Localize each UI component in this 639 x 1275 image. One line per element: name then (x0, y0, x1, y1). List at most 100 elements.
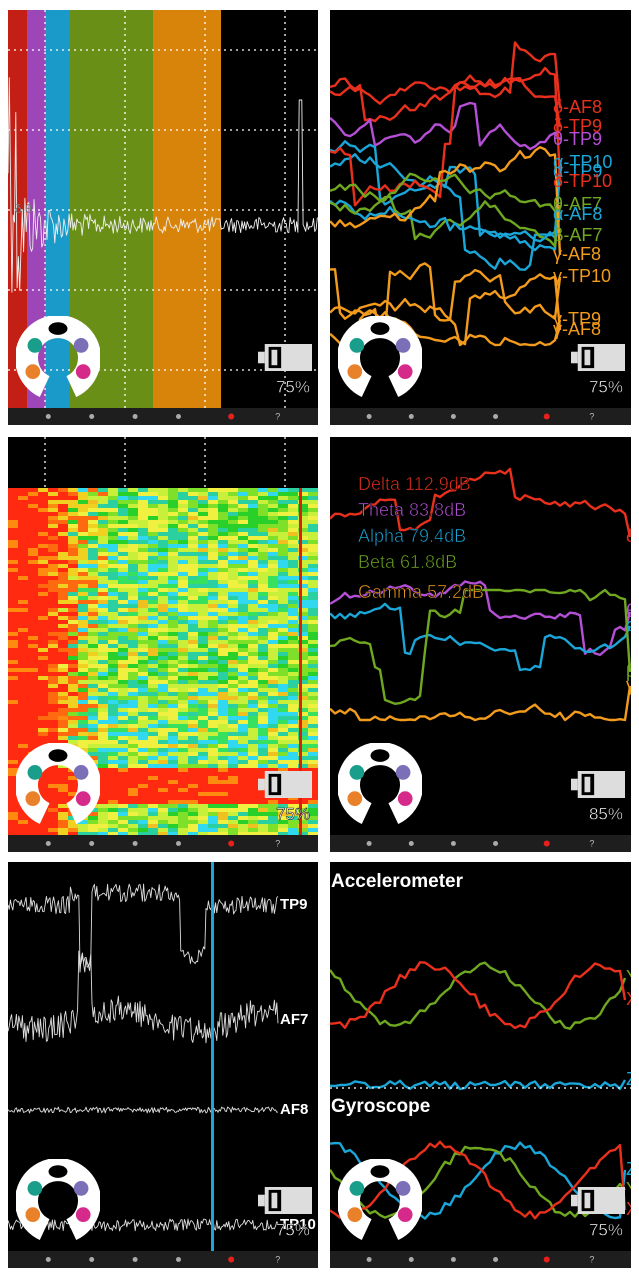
spectrogram-cell (28, 524, 38, 528)
spectrogram-cell (78, 564, 88, 568)
nav-icon[interactable] (89, 414, 94, 419)
nav-icon[interactable] (451, 414, 456, 419)
nav-icon[interactable] (409, 841, 414, 846)
nav-icon[interactable] (367, 1257, 372, 1262)
spectrogram-cell (178, 524, 188, 528)
axis-label: X (626, 1199, 638, 1219)
help-button[interactable]: ? (275, 1254, 280, 1264)
spectrogram-cell (278, 600, 288, 604)
spectrogram-cell (108, 568, 118, 572)
spectrogram-cell (188, 676, 198, 680)
nav-icon[interactable] (493, 841, 498, 846)
nav-icon[interactable] (176, 1257, 181, 1262)
nav-icon[interactable] (133, 1257, 138, 1262)
nav-icon[interactable] (409, 414, 414, 419)
spectrogram-cell (138, 664, 148, 668)
spectrogram-cell (228, 776, 238, 780)
spectrogram-cell (218, 744, 228, 748)
spectrogram-cell (88, 724, 98, 728)
nav-icon[interactable] (46, 841, 51, 846)
spectrogram-cell (258, 584, 268, 588)
spectrogram-cell (18, 528, 28, 532)
spectrogram-cell (48, 812, 58, 816)
spectrogram-cell (138, 732, 148, 736)
record-button[interactable] (544, 841, 550, 847)
spectrogram-cell (118, 668, 128, 672)
spectrogram-cell (88, 636, 98, 640)
nav-icon[interactable] (367, 414, 372, 419)
spectrogram-cell (38, 504, 48, 508)
nav-icon[interactable] (46, 414, 51, 419)
spectrogram-cell (128, 704, 138, 708)
channel-label: AF7 (280, 1011, 308, 1028)
channel-label: θ-TP9 (553, 129, 602, 149)
spectrogram-cell (48, 672, 58, 676)
nav-icon[interactable] (451, 1257, 456, 1262)
record-button[interactable] (228, 414, 234, 420)
spectrogram-cell (88, 720, 98, 724)
spectrogram-cell (78, 700, 88, 704)
spectrogram-cell (48, 704, 58, 708)
nav-icon[interactable] (176, 414, 181, 419)
help-button[interactable]: ? (275, 838, 280, 848)
spectrogram-cell (128, 812, 138, 816)
spectrogram-cell (78, 572, 88, 576)
nav-icon[interactable] (46, 1257, 51, 1262)
help-button[interactable]: ? (589, 1254, 594, 1264)
spectrogram-cell (308, 704, 318, 708)
spectrogram-cell (188, 520, 198, 524)
spectrogram-cell (18, 620, 28, 624)
spectrogram-cell (218, 576, 228, 580)
spectrogram-cell (108, 776, 118, 780)
spectrogram-cell (18, 668, 28, 672)
help-button[interactable]: ? (275, 411, 280, 421)
nav-icon[interactable] (451, 841, 456, 846)
spectrogram-cell (38, 576, 48, 580)
band-readout: Beta 61.8dB (358, 552, 457, 572)
nav-icon[interactable] (409, 1257, 414, 1262)
nav-icon[interactable] (89, 1257, 94, 1262)
spectrogram-cell (58, 640, 68, 644)
spectrogram-cell (78, 496, 88, 500)
spectrogram-cell (8, 688, 18, 692)
spectrogram-cell (208, 564, 218, 568)
spectrogram-cell (178, 740, 188, 744)
nav-icon[interactable] (133, 414, 138, 419)
nav-icon[interactable] (176, 841, 181, 846)
record-button[interactable] (544, 1257, 550, 1263)
spectrogram-cell (168, 804, 178, 808)
spectrogram-cell (158, 644, 168, 648)
spectrogram-cell (178, 580, 188, 584)
spectrogram-cell (148, 796, 158, 800)
spectrogram-cell (288, 532, 298, 536)
spectrogram-cell (8, 616, 18, 620)
spectrogram-cell (148, 576, 158, 580)
spectrogram-cell (138, 500, 148, 504)
record-button[interactable] (228, 1257, 234, 1263)
help-button[interactable]: ? (589, 411, 594, 421)
spectrogram-cell (248, 524, 258, 528)
spectrogram-cell (188, 684, 198, 688)
record-button[interactable] (228, 841, 234, 847)
nav-icon[interactable] (493, 1257, 498, 1262)
spectrogram-cell (288, 588, 298, 592)
spectrogram-cell (128, 792, 138, 796)
nav-icon[interactable] (133, 841, 138, 846)
help-button[interactable]: ? (589, 838, 594, 848)
spectrogram-cell (88, 600, 98, 604)
battery-level: 75% (589, 1220, 623, 1239)
spectrogram-cell (158, 732, 168, 736)
spectrogram-cell (8, 736, 18, 740)
spectrogram-cell (48, 560, 58, 564)
spectrogram-cell (198, 720, 208, 724)
spectrogram-cell (308, 764, 318, 768)
nav-icon[interactable] (89, 841, 94, 846)
nav-icon[interactable] (493, 414, 498, 419)
spectrogram-cell (248, 692, 258, 696)
spectrogram-cell (8, 712, 18, 716)
spectrogram-cell (118, 764, 128, 768)
spectrogram-cell (208, 644, 218, 648)
record-button[interactable] (544, 414, 550, 420)
nav-icon[interactable] (367, 841, 372, 846)
spectrogram-cell (218, 560, 228, 564)
